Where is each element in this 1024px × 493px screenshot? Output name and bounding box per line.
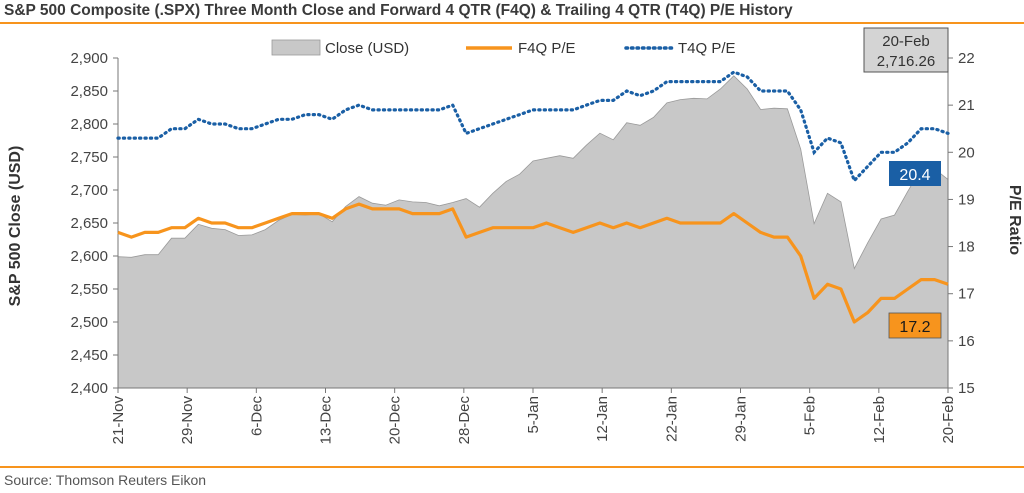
f4q-badge-value: 17.2: [899, 319, 930, 336]
x-tick-label: 12-Feb: [871, 396, 888, 444]
y-tick-label: 2,650: [70, 215, 108, 232]
t4q-badge-value: 20.4: [899, 167, 930, 184]
y2-tick-label: 21: [958, 97, 975, 114]
y2-tick-label: 15: [958, 380, 975, 397]
x-tick-label: 22-Jan: [663, 396, 680, 442]
legend-f4q-label: F4Q P/E: [518, 40, 576, 57]
close-area: [117, 75, 949, 389]
y2-tick-label: 16: [958, 333, 975, 350]
title-divider: [0, 22, 1024, 24]
f4q-badge-bg: [888, 312, 942, 339]
x-tick-label: 29-Nov: [179, 396, 196, 445]
pe-history-chart: 2,400 2,450 2,500 2,550 2,600 2,650 2,700 2,750…: [7, 27, 1023, 444]
x-tick-label: 13-Dec: [318, 396, 335, 445]
x-tick-label: 29-Jan: [733, 396, 750, 442]
t4q-latest-badge: 20.4: [889, 161, 941, 186]
latest-date-label: 20-Feb: [882, 33, 930, 50]
y-tick-label: 2,800: [70, 116, 108, 133]
x-tick-label: 12-Jan: [594, 396, 611, 442]
legend-close-swatch: [271, 39, 321, 56]
close-area-layer: [117, 75, 949, 389]
latest-close-value: 2,716.26: [877, 53, 935, 70]
x-tick-label: 6-Dec: [248, 396, 265, 437]
x-tick-label: 28-Dec: [456, 396, 473, 445]
x-tick-label: 5-Jan: [525, 396, 542, 434]
axes-layer: [113, 57, 953, 393]
latest-close-box-bg: [863, 27, 949, 73]
legend-t4q-label: T4Q P/E: [678, 40, 736, 57]
y-tick-label: 2,450: [70, 347, 108, 364]
y-tick-label: 2,750: [70, 149, 108, 166]
y-tick-label: 2,550: [70, 281, 108, 298]
y2-tick-label: 17: [958, 286, 975, 303]
pe-lines-layer: [116, 70, 950, 324]
t4q-pe-line: [116, 70, 950, 184]
y-axis-title: S&P 500 Close (USD): [7, 146, 24, 307]
y2-tick-label: 20: [958, 144, 975, 161]
footer-divider: [0, 466, 1024, 468]
y-tick-label: 2,700: [70, 182, 108, 199]
x-tick-label: 5-Feb: [802, 396, 819, 435]
source-note: Source: Thomson Reuters Eikon: [4, 472, 207, 488]
y-tick-label: 2,600: [70, 248, 108, 265]
y-tick-label: 2,900: [70, 50, 108, 67]
y2-tick-label: 22: [958, 50, 975, 67]
y-tick-label: 2,500: [70, 314, 108, 331]
chart-title: S&P 500 Composite (.SPX) Three Month Clo…: [4, 2, 793, 19]
x-tick-label: 21-Nov: [110, 396, 127, 445]
y2-tick-label: 18: [958, 239, 975, 256]
y-tick-label: 2,850: [70, 83, 108, 100]
legend: Close (USD) F4Q P/E T4Q P/E: [271, 39, 736, 57]
f4q-latest-badge: 17.2: [888, 312, 942, 339]
y2-axis-title: P/E Ratio: [1006, 185, 1023, 255]
f4q-pe-line: [117, 202, 949, 324]
legend-close-label: Close (USD): [325, 40, 409, 57]
tick-labels-layer: 2,400 2,450 2,500 2,550 2,600 2,650 2,700 2,750…: [70, 50, 974, 444]
y2-tick-label: 19: [958, 191, 975, 208]
x-tick-label: 20-Dec: [387, 396, 404, 445]
x-tick-label: 20-Feb: [940, 396, 957, 444]
latest-close-box: 20-Feb 2,716.26: [863, 27, 949, 73]
y-tick-label: 2,400: [70, 380, 108, 397]
t4q-badge-bg: [889, 161, 941, 186]
